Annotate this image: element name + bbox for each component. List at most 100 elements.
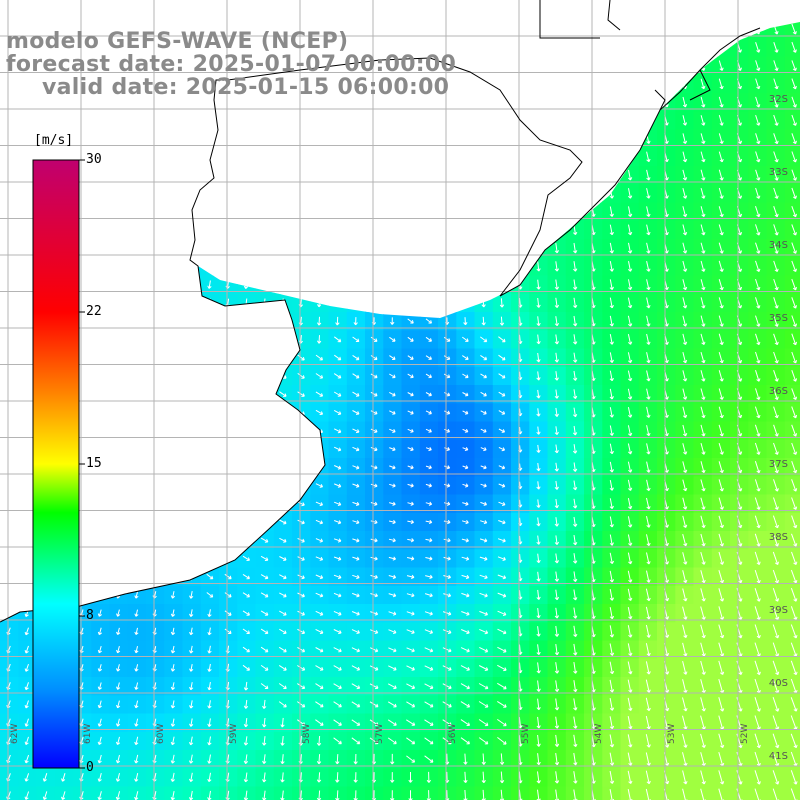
wind-cell	[401, 184, 421, 204]
wind-cell	[237, 147, 257, 167]
wind-arrow	[479, 592, 488, 598]
wind-arrow	[243, 371, 249, 381]
wind-arrow	[773, 151, 779, 163]
wind-arrow	[207, 353, 212, 362]
wind-arrow	[609, 370, 614, 382]
wind-arrow	[390, 188, 395, 198]
wind-arrow	[243, 389, 249, 399]
wind-arrow	[536, 279, 541, 290]
wind-arrow	[754, 660, 761, 676]
wind-arrow	[24, 372, 29, 380]
wind-arrow	[481, 224, 486, 235]
wind-cell	[529, 111, 549, 131]
wind-cell	[127, 731, 147, 751]
wind-arrow	[353, 152, 358, 162]
wind-arrow	[700, 660, 706, 675]
wind-arrow	[297, 391, 305, 397]
wind-arrow	[333, 719, 342, 726]
wind-arrow	[116, 645, 121, 654]
wind-arrow	[24, 645, 29, 654]
wind-cell	[456, 184, 476, 204]
wind-arrow	[297, 537, 305, 543]
wind-arrow	[645, 606, 651, 620]
wind-arrow	[791, 297, 797, 309]
wind-arrow	[536, 698, 541, 711]
wind-arrow	[646, 315, 651, 327]
wind-cell	[273, 731, 293, 751]
wind-arrow	[24, 554, 29, 563]
wind-cell	[109, 330, 129, 350]
wind-arrow	[369, 683, 379, 690]
wind-arrow	[536, 188, 541, 199]
wind-arrow	[280, 189, 285, 198]
wind-arrow	[480, 354, 488, 361]
wind-arrow	[646, 169, 651, 181]
wind-arrow	[645, 661, 651, 675]
wind-arrow	[755, 151, 761, 163]
wind-arrow	[388, 574, 397, 579]
wind-arrow	[498, 501, 506, 506]
wind-cell	[219, 695, 238, 715]
wind-cell	[346, 220, 366, 240]
wind-cell	[784, 476, 800, 496]
wind-arrow	[352, 410, 360, 415]
wind-arrow	[627, 479, 633, 491]
wind-arrow	[609, 534, 614, 546]
wind-arrow	[116, 171, 121, 179]
wind-arrow	[280, 243, 285, 253]
wind-cell	[200, 750, 220, 769]
wind-cell	[91, 677, 111, 696]
wind-cell	[784, 695, 800, 715]
wind-arrow	[6, 445, 11, 453]
wind-arrow	[718, 279, 724, 291]
wind-cell	[602, 38, 622, 58]
wind-arrow	[134, 517, 139, 526]
wind-cell	[456, 147, 476, 167]
wind-arrow	[152, 316, 157, 326]
wind-arrow	[791, 551, 798, 566]
wind-arrow	[700, 533, 706, 547]
wind-arrow	[481, 206, 486, 217]
wind-arrow	[152, 499, 157, 508]
wind-arrow	[79, 335, 84, 344]
wind-cell	[784, 366, 800, 386]
wind-cell	[529, 147, 549, 167]
wind-arrow	[24, 153, 29, 161]
wind-arrow	[262, 335, 267, 344]
wind-arrow	[97, 390, 102, 399]
wind-arrow	[297, 701, 306, 708]
wind-arrow	[280, 717, 285, 728]
wind-cell	[200, 640, 220, 660]
wind-cell	[310, 330, 330, 350]
wind-arrow	[682, 533, 688, 547]
wind-arrow	[463, 225, 468, 235]
wind-arrow	[426, 115, 432, 126]
wind-arrow	[97, 353, 102, 362]
wind-arrow	[773, 42, 779, 53]
wind-arrow	[461, 629, 470, 635]
wind-cell	[18, 750, 38, 769]
wind-arrow	[297, 556, 305, 561]
wind-cell	[91, 330, 111, 350]
wind-arrow	[773, 406, 779, 419]
wind-arrow	[24, 80, 29, 88]
wind-arrow	[134, 171, 139, 180]
wind-arrow	[463, 188, 468, 199]
lon-label: 59W	[229, 723, 239, 744]
wind-arrow	[370, 410, 378, 415]
wind-cell	[18, 731, 38, 751]
wind-arrow	[134, 280, 139, 289]
wind-arrow	[791, 41, 797, 53]
wind-cell	[164, 111, 184, 131]
wind-cell	[346, 312, 366, 331]
wind-cell	[164, 695, 184, 715]
wind-arrow	[388, 629, 397, 634]
wind-arrow	[315, 574, 324, 580]
wind-arrow	[700, 406, 706, 419]
wind-cell	[620, 38, 640, 58]
wind-arrow	[573, 625, 578, 638]
wind-arrow	[573, 97, 578, 108]
wind-arrow	[536, 589, 541, 600]
wind-arrow	[627, 169, 633, 181]
wind-arrow	[536, 571, 541, 582]
